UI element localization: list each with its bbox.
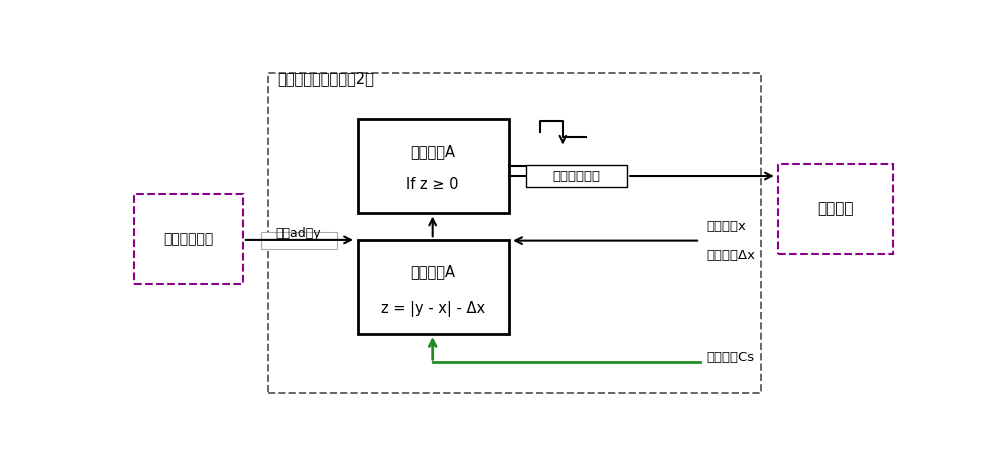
- Bar: [778, 164, 893, 254]
- Bar: [261, 232, 337, 249]
- Text: 激励控制单元（局部2）: 激励控制单元（局部2）: [277, 71, 374, 86]
- Text: If z ≥ 0: If z ≥ 0: [406, 177, 459, 192]
- Text: 模数转换单元: 模数转换单元: [163, 232, 214, 246]
- Bar: [358, 240, 509, 334]
- Text: 微处理器: 微处理器: [817, 201, 854, 217]
- Text: 唤醒阀値Δx: 唤醒阀値Δx: [706, 249, 755, 262]
- Text: 控制信号Cs: 控制信号Cs: [706, 351, 754, 364]
- Text: 中断唤醒信号: 中断唤醒信号: [553, 170, 601, 183]
- Bar: [358, 119, 509, 213]
- Text: 比较单元A: 比较单元A: [410, 144, 455, 159]
- Bar: [268, 73, 761, 393]
- Bar: [134, 194, 243, 284]
- Text: 当剎ad値y: 当剎ad値y: [276, 227, 321, 240]
- Text: 系统零点x: 系统零点x: [706, 220, 746, 233]
- Text: z = |y - x| - Δx: z = |y - x| - Δx: [381, 301, 485, 317]
- Text: 运算单元A: 运算单元A: [410, 264, 455, 279]
- Bar: [526, 165, 627, 187]
